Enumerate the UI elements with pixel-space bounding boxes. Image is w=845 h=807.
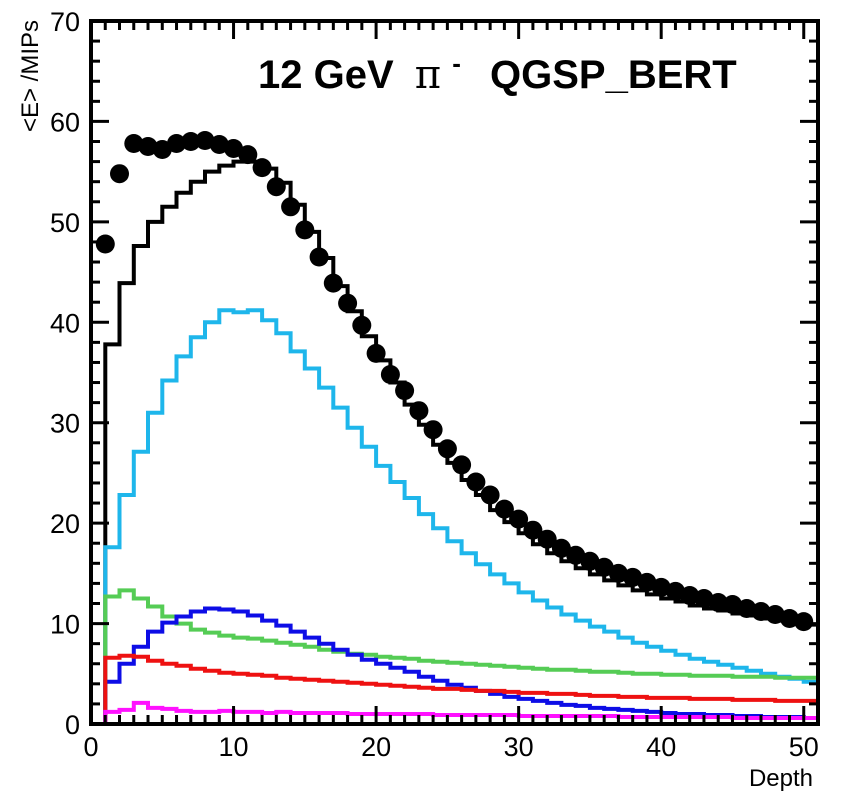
data-point xyxy=(138,137,158,156)
data-point xyxy=(580,551,600,571)
data-point xyxy=(224,139,243,158)
data-point xyxy=(523,520,543,540)
data-point xyxy=(637,572,657,592)
data-point xyxy=(551,538,571,558)
data-point xyxy=(409,401,429,421)
data-point xyxy=(95,234,115,254)
data-point xyxy=(110,164,129,184)
plot-frame xyxy=(89,19,820,726)
data-points-layer xyxy=(95,131,814,632)
data-point xyxy=(380,365,400,384)
data-point xyxy=(651,577,671,597)
data-point xyxy=(608,563,628,583)
chart-title: 12 GeV π - QGSP_BERT xyxy=(258,37,737,98)
data-point xyxy=(323,273,343,293)
data-point xyxy=(252,158,272,178)
data-point xyxy=(152,140,172,159)
data-point xyxy=(281,197,301,217)
data-point xyxy=(366,343,386,363)
y-tick-label: 50 xyxy=(50,208,80,238)
data-point xyxy=(737,599,757,618)
data-point xyxy=(195,131,215,150)
x-tick-label: 10 xyxy=(219,732,249,762)
data-point xyxy=(352,315,372,335)
y-tick-label: 0 xyxy=(65,710,80,740)
data-point xyxy=(452,455,472,475)
series-layer xyxy=(91,159,818,726)
series-cyan-line xyxy=(91,308,818,726)
data-point xyxy=(594,557,614,577)
data-point xyxy=(794,612,814,632)
data-point xyxy=(751,602,771,621)
data-point xyxy=(494,499,514,519)
data-point xyxy=(437,439,457,459)
data-point xyxy=(238,145,258,165)
y-axis-label: <E> /MIPs xyxy=(17,20,44,132)
title-model: QGSP_BERT xyxy=(490,53,737,97)
y-tick-label: 10 xyxy=(50,610,80,640)
title-energy: 12 GeV xyxy=(258,53,394,97)
x-tick-label: 50 xyxy=(789,732,819,762)
title-charge: - xyxy=(452,48,461,78)
x-tick-label: 30 xyxy=(504,732,534,762)
y-tick-label: 60 xyxy=(50,107,80,137)
data-point xyxy=(537,529,557,549)
data-point xyxy=(708,593,728,612)
data-point xyxy=(780,609,799,628)
data-point xyxy=(295,220,315,240)
data-point xyxy=(181,132,201,151)
data-point xyxy=(680,586,700,605)
data-point xyxy=(266,177,286,197)
data-point xyxy=(765,605,785,624)
series-red-line xyxy=(91,653,818,726)
y-tick-label: 30 xyxy=(50,409,80,439)
data-point xyxy=(466,472,486,492)
data-point xyxy=(124,134,144,153)
x-axis-label: Depth xyxy=(749,765,813,792)
data-point xyxy=(509,509,529,529)
data-point xyxy=(423,420,443,440)
title-particle: π xyxy=(415,52,441,98)
data-point xyxy=(480,485,500,505)
data-point xyxy=(338,293,358,313)
x-tick-label: 40 xyxy=(646,732,676,762)
data-point xyxy=(395,381,415,401)
tick-labels-layer: 0 10 20 30 40 50 0 10 20 30 40 50 60 70 xyxy=(50,7,819,762)
data-point xyxy=(167,134,186,153)
data-point xyxy=(309,247,329,267)
x-tick-label: 20 xyxy=(361,732,391,762)
y-tick-label: 40 xyxy=(50,308,80,338)
x-tick-label: 0 xyxy=(83,732,98,762)
series-green-line xyxy=(91,588,818,726)
data-point xyxy=(566,545,586,565)
y-tick-label: 20 xyxy=(50,509,80,539)
y-tick-label: 70 xyxy=(50,7,80,37)
series-magenta-line xyxy=(91,700,818,726)
